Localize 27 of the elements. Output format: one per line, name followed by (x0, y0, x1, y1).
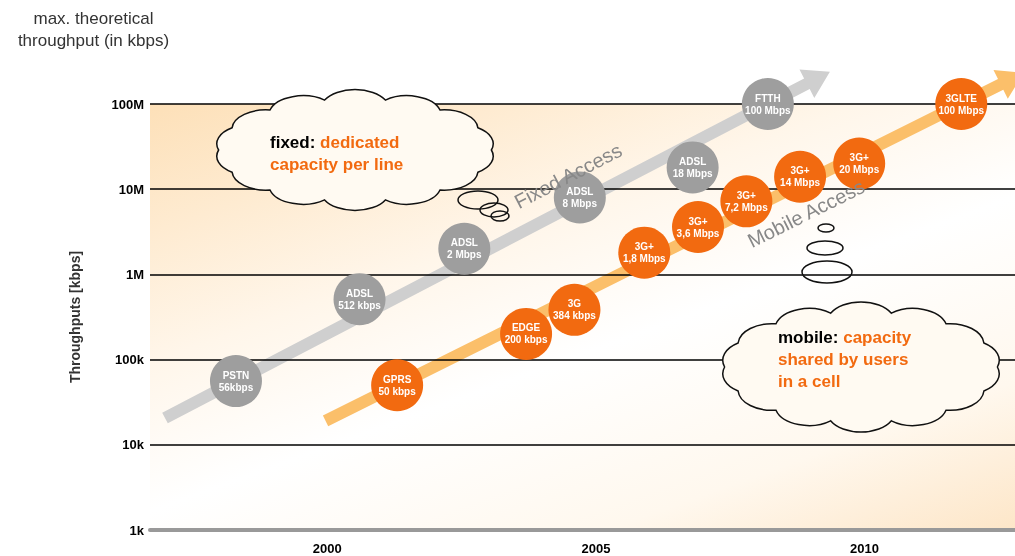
data-label: ADSL 8 Mbps (562, 185, 598, 209)
y-axis-title: Throughputs [kbps] (67, 250, 83, 384)
data-label: PSTN 56kbps (218, 369, 254, 393)
annotation: fixed: dedicated capacity per line (270, 132, 405, 176)
data-label: ADSL 18 Mbps (672, 155, 714, 179)
y-tick-label: 1M (125, 266, 144, 282)
data-label: 3GLTE 100 Mbps (938, 92, 985, 116)
data-label: 3G 384 kbps (553, 298, 597, 322)
data-label: 3G+ 1,8 Mbps (622, 241, 667, 265)
data-label: ADSL 512 kbps (338, 287, 382, 311)
y-tick-label: 10k (122, 437, 145, 453)
chart-title: max. theoretical throughput (in kbps) (16, 8, 171, 52)
data-label: FTTH 100 Mbps (745, 92, 792, 116)
x-tick-label: 2010 (850, 541, 880, 556)
x-tick-label: 2000 (312, 541, 342, 556)
x-tick-label: 2005 (581, 541, 611, 556)
data-label: 3G+ 3,6 Mbps (676, 215, 720, 239)
annotation: mobile: capacity shared by users in a cell (778, 327, 913, 393)
y-tick-label: 10M (118, 181, 144, 197)
data-label: 3G+ 7,2 Mbps (724, 189, 769, 213)
data-label: EDGE 200 kbps (504, 322, 548, 346)
y-tick-label: 1k (129, 522, 145, 538)
data-label: GPRS 50 kbps (378, 373, 417, 397)
data-label: 3G+ 20 Mbps (839, 152, 880, 176)
y-tick-label: 100k (115, 352, 145, 368)
y-tick-label: 100M (111, 96, 144, 112)
data-label: ADSL 2 Mbps (447, 237, 482, 261)
